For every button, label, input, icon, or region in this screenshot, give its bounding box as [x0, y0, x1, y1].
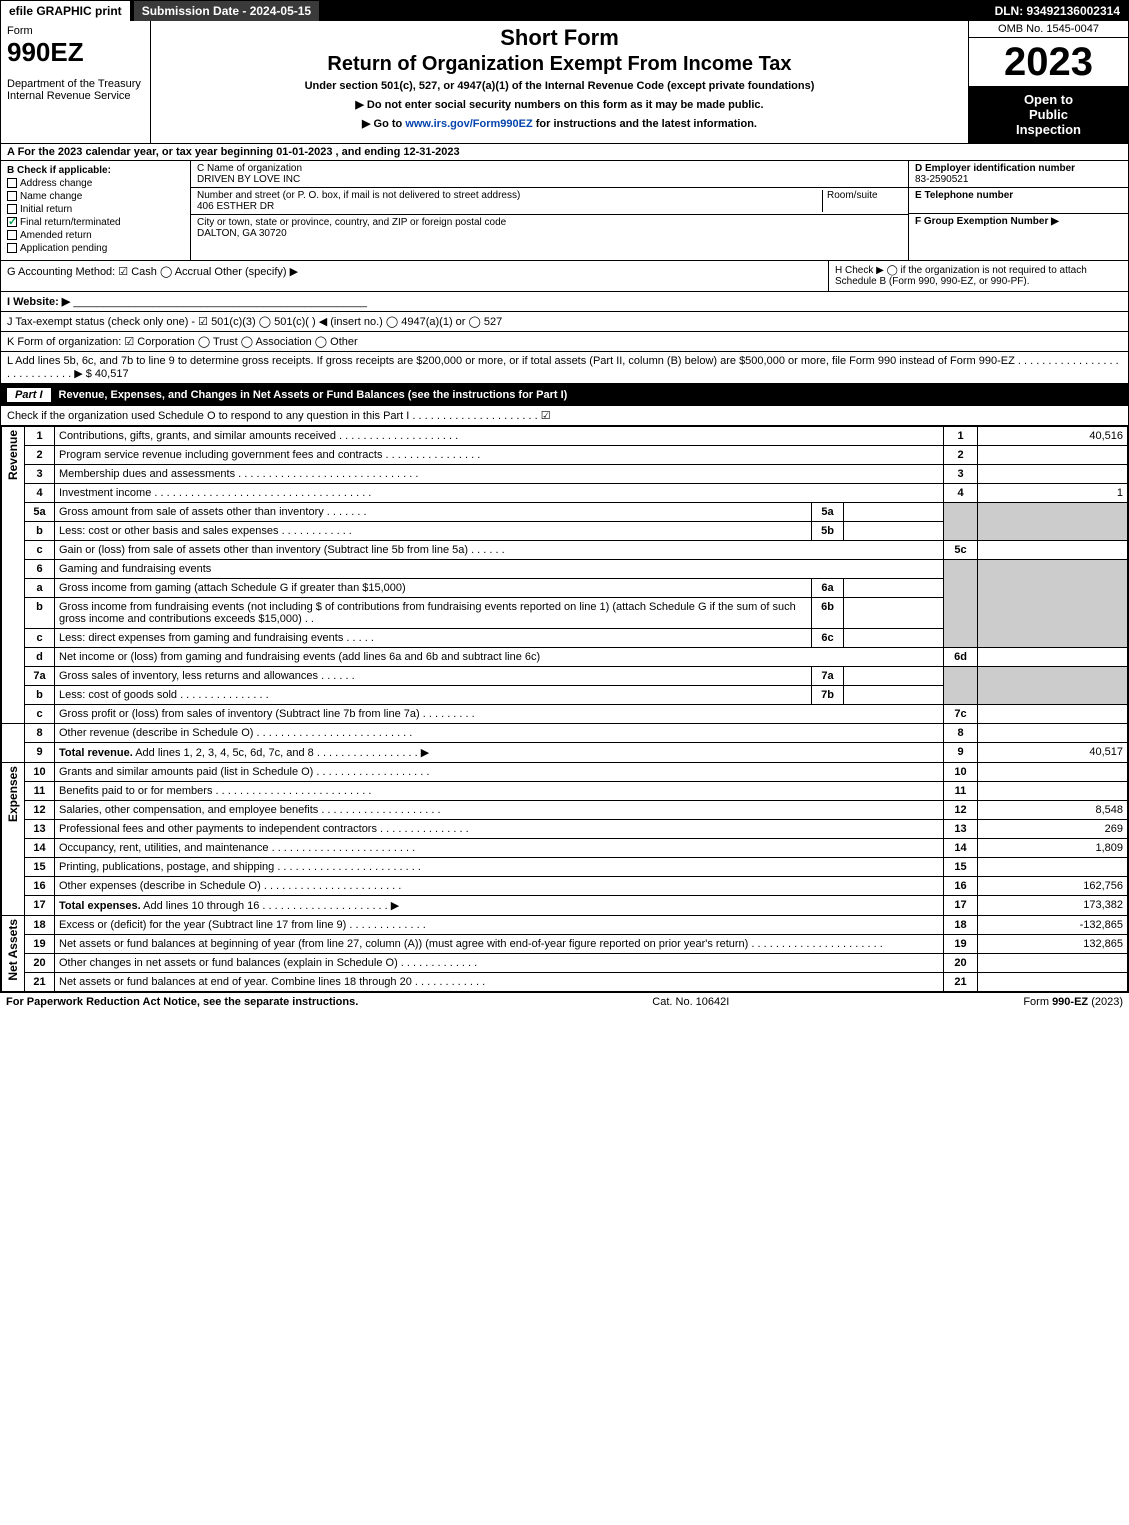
line-h: H Check ▶ ◯ if the organization is not r…: [828, 261, 1128, 291]
part1-check: Check if the organization used Schedule …: [1, 406, 1128, 426]
revenue-side: Revenue: [6, 430, 20, 480]
dept: Department of the Treasury Internal Reve…: [7, 78, 144, 102]
tax-year: 2023: [969, 38, 1128, 86]
part1-title: Revenue, Expenses, and Changes in Net As…: [59, 389, 568, 401]
line-g: G Accounting Method: ☑ Cash ◯ Accrual Ot…: [1, 261, 828, 291]
footer: For Paperwork Reduction Act Notice, see …: [0, 993, 1129, 1011]
netassets-side: Net Assets: [6, 919, 20, 981]
footer-left: For Paperwork Reduction Act Notice, see …: [6, 996, 358, 1008]
group-cell: F Group Exemption Number ▶: [909, 214, 1128, 240]
subtitle: Under section 501(c), 527, or 4947(a)(1)…: [155, 80, 964, 92]
line-i: I Website: ▶ ___________________________…: [1, 292, 1128, 312]
revenue-table: Revenue 1Contributions, gifts, grants, a…: [1, 426, 1128, 992]
org-name: DRIVEN BY LOVE INC: [197, 174, 300, 185]
chk-final[interactable]: Final return/terminated: [7, 217, 184, 228]
top-bar: efile GRAPHIC print Submission Date - 20…: [1, 1, 1128, 21]
inspection-badge: Open to Public Inspection: [969, 86, 1128, 143]
street-cell: Number and street (or P. O. box, if mail…: [191, 188, 908, 215]
line-l: L Add lines 5b, 6c, and 7b to line 9 to …: [1, 352, 1128, 384]
line-k: K Form of organization: ☑ Corporation ◯ …: [1, 332, 1128, 352]
chk-pending[interactable]: Application pending: [7, 243, 184, 254]
org-name-cell: C Name of organization DRIVEN BY LOVE IN…: [191, 161, 908, 188]
box-b: B Check if applicable: Address change Na…: [1, 161, 191, 260]
box-def: D Employer identification number 83-2590…: [908, 161, 1128, 260]
part1-label: Part I: [7, 388, 51, 402]
room-label: Room/suite: [827, 190, 878, 201]
name-label: C Name of organization: [197, 163, 302, 174]
chk-name[interactable]: Name change: [7, 191, 184, 202]
header: Form 990EZ Department of the Treasury In…: [1, 21, 1128, 144]
line-j: J Tax-exempt status (check only one) - ☑…: [1, 312, 1128, 332]
line-a: A For the 2023 calendar year, or tax yea…: [1, 144, 1128, 161]
row-gh: G Accounting Method: ☑ Cash ◯ Accrual Ot…: [1, 261, 1128, 292]
goto-link[interactable]: ▶ Go to www.irs.gov/Form990EZ for instru…: [155, 117, 964, 130]
submission-date: Submission Date - 2024-05-15: [132, 1, 321, 21]
omb: OMB No. 1545-0047: [969, 21, 1128, 38]
d-label: D Employer identification number: [915, 163, 1075, 174]
street-label: Number and street (or P. O. box, if mail…: [197, 190, 520, 201]
footer-mid: Cat. No. 10642I: [652, 996, 729, 1008]
efile-label[interactable]: efile GRAPHIC print: [1, 1, 132, 21]
ein-cell: D Employer identification number 83-2590…: [909, 161, 1128, 188]
footer-right: Form 990-EZ (2023): [1023, 996, 1123, 1008]
chk-address[interactable]: Address change: [7, 178, 184, 189]
dln: DLN: 93492136002314: [987, 1, 1128, 21]
expenses-side: Expenses: [6, 766, 20, 822]
phone-cell: E Telephone number: [909, 188, 1128, 214]
form-number: 990EZ: [7, 37, 144, 68]
part1-header: Part I Revenue, Expenses, and Changes in…: [1, 384, 1128, 406]
header-left: Form 990EZ Department of the Treasury In…: [1, 21, 151, 143]
chk-amended[interactable]: Amended return: [7, 230, 184, 241]
form-container: efile GRAPHIC print Submission Date - 20…: [0, 0, 1129, 993]
box-b-heading: B Check if applicable:: [7, 165, 111, 176]
city-label: City or town, state or province, country…: [197, 217, 506, 228]
ein: 83-2590521: [915, 174, 968, 185]
header-mid: Short Form Return of Organization Exempt…: [151, 21, 968, 143]
street: 406 ESTHER DR: [197, 201, 274, 212]
warning: ▶ Do not enter social security numbers o…: [155, 98, 964, 111]
box-c: C Name of organization DRIVEN BY LOVE IN…: [191, 161, 908, 260]
city: DALTON, GA 30720: [197, 228, 287, 239]
form-word: Form: [7, 25, 144, 37]
title-short: Short Form: [155, 25, 964, 51]
irs-link[interactable]: www.irs.gov/Form990EZ: [405, 118, 532, 130]
city-cell: City or town, state or province, country…: [191, 215, 908, 241]
section-bcdef: B Check if applicable: Address change Na…: [1, 161, 1128, 261]
header-right: OMB No. 1545-0047 2023 Open to Public In…: [968, 21, 1128, 143]
chk-initial[interactable]: Initial return: [7, 204, 184, 215]
title-main: Return of Organization Exempt From Incom…: [155, 53, 964, 76]
